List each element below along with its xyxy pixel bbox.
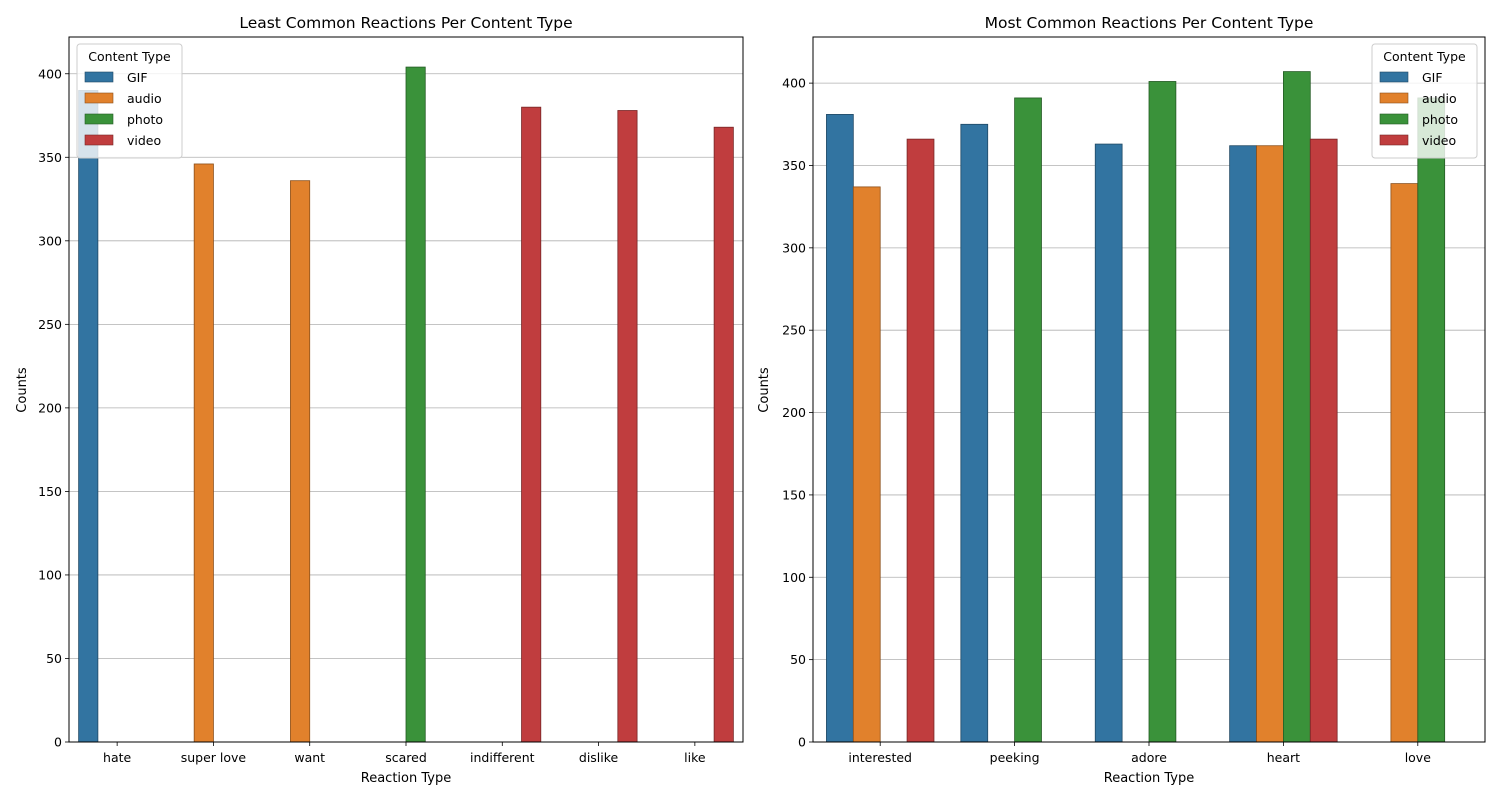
y-axis-label: Counts: [15, 367, 30, 413]
x-tick-label: love: [1405, 750, 1432, 765]
x-tick-label: like: [684, 750, 706, 765]
x-axis-ticks: hate super love want scared indifferent disli…: [103, 742, 706, 765]
x-tick-label: super love: [181, 750, 247, 765]
bars: [78, 66, 734, 743]
bar-video-dislike: [617, 110, 638, 743]
legend-title: Content Type: [88, 49, 171, 64]
legend-label-photo: photo: [1422, 112, 1458, 127]
y-tick-label: 100: [782, 570, 806, 585]
x-tick-label: hate: [103, 750, 131, 765]
y-tick-label: 150: [38, 484, 62, 499]
bar-photo-adore: [1148, 81, 1177, 743]
y-tick-label: 300: [38, 233, 62, 248]
bar-gif-hate: [78, 90, 99, 743]
bar-audio-super-love: [193, 163, 214, 743]
y-tick-label: 100: [38, 567, 62, 582]
legend-swatch-audio: [84, 92, 114, 104]
bar-video-like: [713, 126, 734, 743]
legend-label-gif: GIF: [127, 70, 148, 85]
chart-least-common: Least Common Reactions Per Content Type …: [15, 14, 744, 786]
chart-title: Most Common Reactions Per Content Type: [985, 14, 1314, 32]
chart-title: Least Common Reactions Per Content Type: [239, 14, 572, 32]
legend-swatch-gif: [84, 71, 114, 83]
bars: [826, 71, 1446, 743]
bar-audio-heart: [1256, 145, 1284, 743]
bar-photo-love: [1417, 97, 1446, 743]
y-tick-label: 0: [54, 735, 62, 750]
y-tick-label: 150: [782, 487, 806, 502]
bar-gif-interested: [826, 114, 854, 743]
bar-photo-peeking: [1014, 97, 1042, 743]
x-axis-ticks: interested peeking adore heart love: [848, 742, 1431, 765]
y-tick-label: 250: [38, 317, 62, 332]
y-tick-label: 350: [782, 158, 806, 173]
y-tick-label: 400: [782, 76, 806, 91]
bar-audio-want: [290, 180, 311, 743]
bar-photo-heart: [1283, 71, 1311, 743]
bar-audio-love: [1390, 183, 1419, 743]
bar-gif-heart: [1229, 145, 1257, 743]
legend-swatch-gif: [1379, 71, 1409, 83]
bar-audio-interested: [852, 186, 881, 743]
x-axis-label: Reaction Type: [1104, 771, 1194, 786]
x-tick-label: scared: [385, 750, 427, 765]
legend-swatch-video: [84, 134, 114, 146]
legend-label-video: video: [127, 133, 161, 148]
y-axis-ticks: 0 50 100 150 200 250 300 350 400: [782, 76, 813, 750]
plot-frame: [68, 36, 744, 743]
bar-video-indifferent: [521, 106, 542, 743]
plot-frame: [812, 36, 1486, 743]
y-tick-label: 250: [782, 323, 806, 338]
legend-label-gif: GIF: [1422, 70, 1443, 85]
x-tick-label: indifferent: [470, 750, 535, 765]
legend-label-audio: audio: [1422, 91, 1457, 106]
x-tick-label: heart: [1267, 750, 1300, 765]
x-axis-label: Reaction Type: [361, 771, 451, 786]
y-axis-ticks: 0 50 100 150 200 250 300 350 400: [38, 66, 69, 750]
y-tick-label: 400: [38, 66, 62, 81]
legend-swatch-photo: [84, 113, 114, 125]
x-tick-label: adore: [1131, 750, 1167, 765]
y-tick-label: 50: [790, 652, 806, 667]
legend: Content Type GIF audio photo video: [76, 43, 183, 159]
legend-label-photo: photo: [127, 112, 163, 127]
legend-label-audio: audio: [127, 91, 162, 106]
bar-video-interested: [906, 138, 935, 743]
x-tick-label: want: [294, 750, 325, 765]
bar-gif-adore: [1094, 143, 1123, 743]
x-tick-label: interested: [848, 750, 912, 765]
y-tick-label: 350: [38, 150, 62, 165]
x-tick-label: peeking: [990, 750, 1040, 765]
y-tick-label: 200: [38, 400, 62, 415]
y-axis-label: Counts: [757, 367, 772, 413]
y-tick-label: 200: [782, 405, 806, 420]
bar-video-heart: [1309, 138, 1338, 743]
legend-label-video: video: [1422, 133, 1456, 148]
chart-most-common: Most Common Reactions Per Content Type 0…: [757, 14, 1486, 786]
bar-photo-scared: [405, 66, 426, 743]
legend-swatch-photo: [1379, 113, 1409, 125]
y-tick-label: 300: [782, 240, 806, 255]
x-tick-label: dislike: [579, 750, 619, 765]
legend: Content Type GIF audio photo video: [1371, 43, 1478, 159]
legend-swatch-audio: [1379, 92, 1409, 104]
legend-swatch-video: [1379, 134, 1409, 146]
bar-gif-peeking: [960, 123, 989, 743]
y-tick-label: 0: [798, 735, 806, 750]
y-tick-label: 50: [46, 651, 62, 666]
legend-title: Content Type: [1383, 49, 1466, 64]
